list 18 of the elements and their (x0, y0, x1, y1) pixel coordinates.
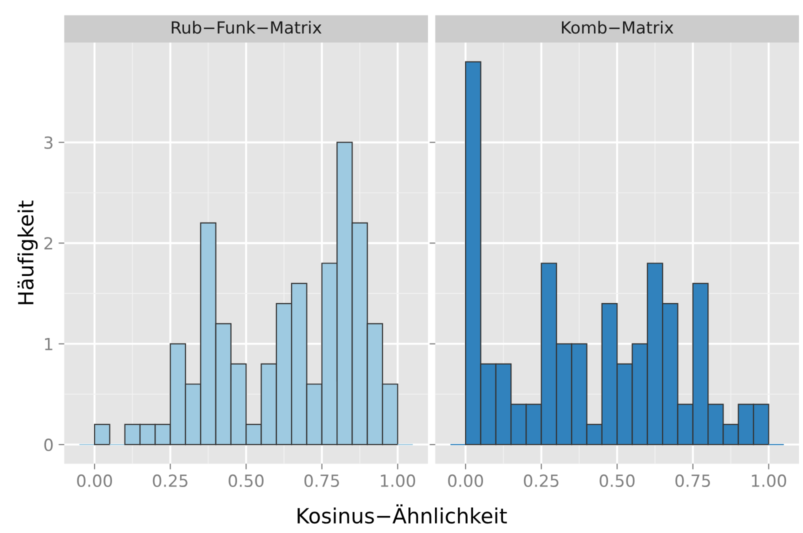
y-tick-label: 3 (44, 136, 52, 149)
x-tick-label: 0.75 (304, 474, 339, 488)
chart-title: Komb−Matrix (562, 20, 674, 34)
x-tick-label: 0.00 (448, 474, 484, 488)
x-tick-label: 0.00 (77, 474, 112, 488)
x-tick-label: 0.25 (152, 474, 188, 488)
y-axis-title: Häufigkeit (18, 200, 38, 304)
x-tick-label: 1.00 (380, 474, 416, 488)
chart-title: Rub−Funk−Matrix (172, 20, 322, 34)
x-tick-label: 0.25 (524, 474, 558, 488)
x-tick-label: 0.75 (675, 474, 710, 488)
x-tick-label: 0.50 (228, 474, 264, 488)
y-tick-label: 1 (45, 338, 52, 350)
x-axis-title: Kosinus−Ähnlichkeit (298, 504, 507, 524)
x-tick-label: 0.50 (600, 474, 635, 488)
x-tick-label: 1.00 (752, 474, 786, 488)
y-tick-label: 0 (44, 438, 53, 452)
y-tick-label: 2 (44, 237, 52, 250)
